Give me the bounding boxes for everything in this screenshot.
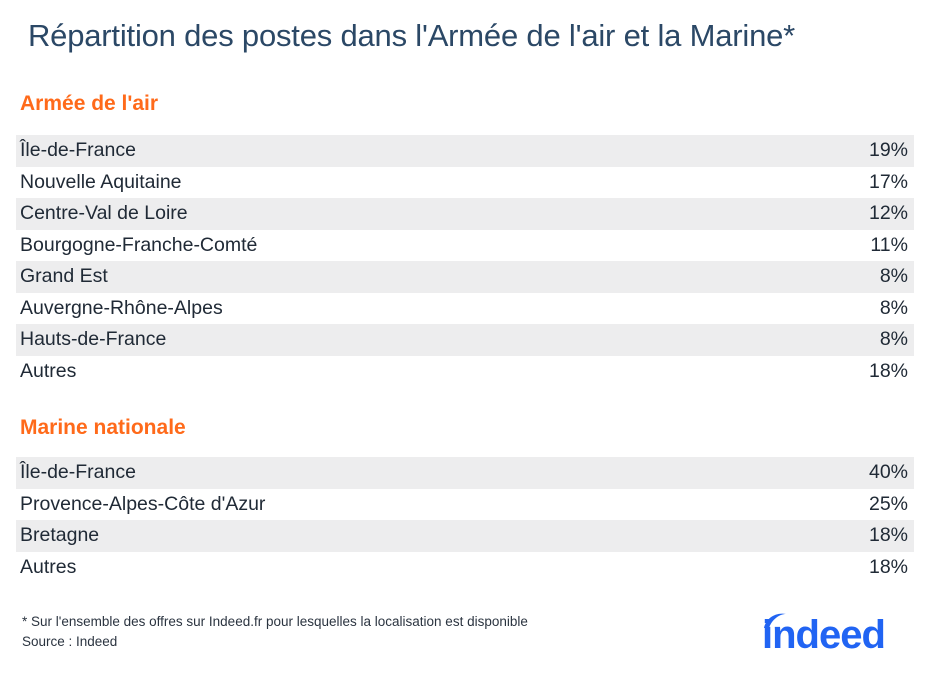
row-label: Île-de-France bbox=[20, 461, 136, 484]
row-label: Grand Est bbox=[20, 265, 108, 288]
table-row: Bretagne 18% bbox=[16, 520, 914, 552]
table-row: Centre-Val de Loire 12% bbox=[16, 198, 914, 230]
row-label: Nouvelle Aquitaine bbox=[20, 170, 182, 193]
table-marine-nationale: Île-de-France 40% Provence-Alpes-Côte d'Az… bbox=[16, 457, 914, 583]
row-value: 18% bbox=[868, 524, 908, 547]
footnote-source: Source : Indeed bbox=[22, 634, 118, 649]
row-value: 18% bbox=[868, 359, 908, 382]
row-label: Île-de-France bbox=[20, 139, 136, 162]
row-value: 8% bbox=[879, 296, 908, 319]
table-row: Autres 18% bbox=[16, 356, 914, 388]
row-label: Provence-Alpes-Côte d'Azur bbox=[20, 492, 266, 515]
row-label: Hauts-de-France bbox=[20, 328, 167, 351]
section-title-armee-de-l-air: Armée de l'air bbox=[20, 92, 159, 115]
row-value: 17% bbox=[868, 170, 908, 193]
table-row: Bourgogne-Franche-Comté 11% bbox=[16, 230, 914, 262]
row-label: Autres bbox=[20, 555, 77, 578]
row-value: 11% bbox=[870, 233, 908, 256]
row-value: 19% bbox=[868, 139, 908, 162]
indeed-logo-arc-icon bbox=[764, 613, 786, 628]
row-value: 8% bbox=[879, 328, 908, 351]
row-value: 12% bbox=[868, 202, 908, 225]
indeed-logo: indeed bbox=[762, 613, 886, 656]
row-value: 8% bbox=[879, 265, 908, 288]
row-label: Auvergne-Rhône-Alpes bbox=[20, 296, 223, 319]
footnote-note: * Sur l'ensemble des offres sur Indeed.f… bbox=[22, 614, 528, 629]
table-row: Nouvelle Aquitaine 17% bbox=[16, 167, 914, 199]
section-title-marine-nationale: Marine nationale bbox=[20, 416, 186, 439]
table-row: Autres 18% bbox=[16, 552, 914, 584]
table-armee-de-l-air: Île-de-France 19% Nouvelle Aquitaine 17% Cen… bbox=[16, 135, 914, 387]
table-row: Provence-Alpes-Côte d'Azur 25% bbox=[16, 489, 914, 521]
footnote: * Sur l'ensemble des offres sur Indeed.f… bbox=[22, 612, 528, 652]
table-row: Grand Est 8% bbox=[16, 261, 914, 293]
row-value: 40% bbox=[868, 461, 908, 484]
row-label: Bretagne bbox=[20, 524, 100, 547]
row-value: 18% bbox=[868, 555, 908, 578]
row-value: 25% bbox=[868, 492, 908, 515]
table-row: Île-de-France 40% bbox=[16, 457, 914, 489]
row-label: Bourgogne-Franche-Comté bbox=[20, 233, 258, 256]
indeed-logo-text: indeed bbox=[762, 613, 885, 656]
row-label: Autres bbox=[20, 359, 77, 382]
page-title: Répartition des postes dans l'Armée de l… bbox=[28, 18, 796, 53]
table-row: Île-de-France 19% bbox=[16, 135, 914, 167]
table-row: Hauts-de-France 8% bbox=[16, 324, 914, 356]
table-row: Auvergne-Rhône-Alpes 8% bbox=[16, 293, 914, 325]
row-label: Centre-Val de Loire bbox=[20, 202, 188, 225]
